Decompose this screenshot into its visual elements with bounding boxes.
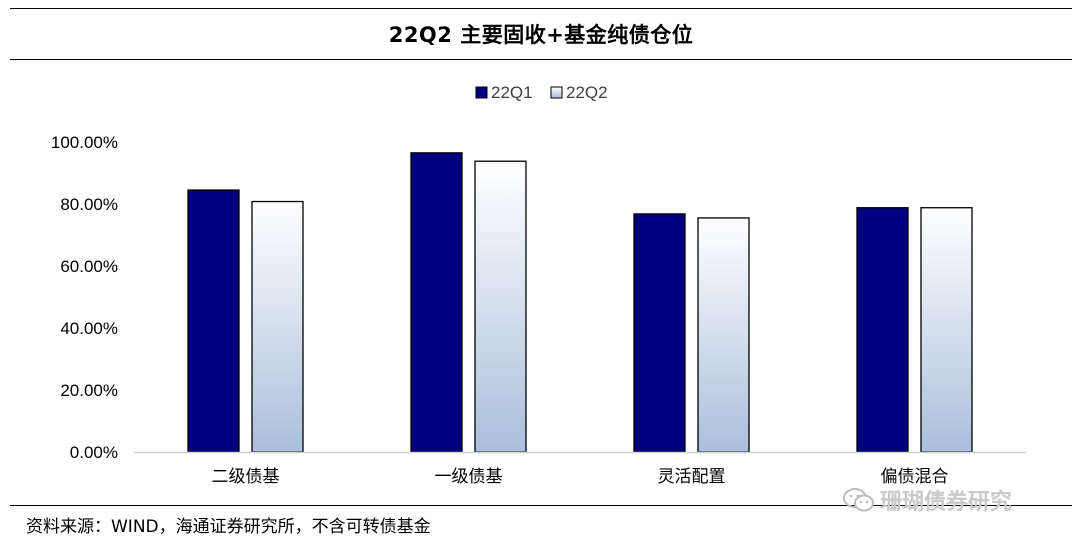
bar-22Q1 [187,189,240,453]
chart-title: 22Q2 主要固收+基金纯债仓位 [388,23,694,47]
legend-label-22Q2: 22Q2 [566,83,608,102]
bar-22Q2 [474,160,527,453]
y-tick-label: 80.00% [60,195,118,214]
bar-22Q1 [410,152,463,453]
wechat-icon [843,488,874,512]
legend-label-22Q1: 22Q1 [491,83,533,102]
bar-22Q1 [633,213,686,453]
legend-swatch-22Q2 [550,86,563,99]
x-tick-label: 一级债基 [435,467,503,487]
y-tick-label: 60.00% [60,257,118,276]
legend-swatch-22Q1 [475,86,488,99]
watermark-text: 珊瑚债券研究 [880,490,1013,515]
y-tick-label: 20.00% [60,381,118,400]
watermark: 珊瑚债券研究 [842,484,1012,516]
bar-22Q2 [697,217,750,453]
chart-title-bar: 22Q2 主要固收+基金纯债仓位 [10,8,1072,60]
x-tick-label: 偏债混合 [881,467,949,487]
source-divider [10,505,1072,506]
y-tick-label: 100.00% [51,133,118,152]
bar-22Q2 [920,207,973,453]
y-tick-label: 0.00% [70,443,118,462]
bar-22Q2 [251,200,304,453]
x-tick-label: 二级债基 [212,467,280,487]
bar-22Q1 [856,207,909,453]
source-note: 资料来源：WIND，海通证券研究所，不含可转债基金 [26,517,431,537]
y-tick-label: 40.00% [60,319,118,338]
x-tick-label: 灵活配置 [658,467,726,487]
